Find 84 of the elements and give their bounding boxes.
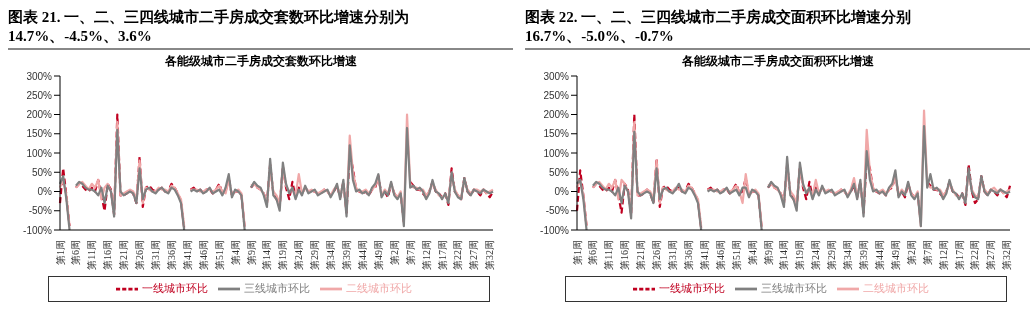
y-tick-label: 150%: [543, 128, 570, 140]
x-tick-label: 第34周: [842, 240, 854, 270]
chart-title: 图表 22. 一、二、三四线城市二手房成交面积环比增速分别 16.7%、-5.0%、-0.7%: [525, 8, 1030, 50]
x-tick-label: 第11周: [603, 240, 615, 270]
x-tick-label: 第26周: [651, 240, 663, 270]
x-tick-label: 第31周: [667, 240, 679, 270]
x-tick-label: 第2周: [905, 240, 917, 265]
x-tick-label: 第4周: [746, 240, 758, 265]
x-tick-label: 第32周: [1001, 240, 1013, 270]
y-tick-label: 0%: [554, 186, 570, 198]
x-tick-label: 第31周: [150, 240, 162, 270]
x-tick-label: 第27周: [468, 240, 480, 270]
legend-label: 三线城市环比: [244, 281, 310, 294]
x-tick-label: 第36周: [165, 240, 177, 270]
x-tick-label: 第7周: [404, 240, 416, 265]
x-tick-label: 第44周: [873, 240, 885, 270]
y-tick-label: -100%: [540, 224, 570, 236]
x-tick-label: 第51周: [730, 240, 742, 270]
legend-label: 二线城市环比: [346, 281, 412, 294]
y-tick-label: 50%: [31, 166, 53, 178]
x-tick-label: 第39周: [858, 240, 870, 270]
x-tick-label: 第9周: [762, 240, 774, 265]
y-tick-label: -50%: [28, 205, 53, 217]
x-tick-label: 第41周: [181, 240, 193, 270]
x-tick-label: 第44周: [356, 240, 368, 270]
x-tick-label: 第26周: [134, 240, 146, 270]
x-tick-label: 第19周: [794, 240, 806, 270]
y-tick-label: 200%: [26, 109, 53, 121]
x-tick-label: 第6周: [587, 240, 599, 265]
y-tick-label: 100%: [26, 147, 53, 159]
legend-label: 一线城市环比: [142, 281, 208, 294]
x-tick-label: 第2周: [388, 240, 400, 265]
x-tick-label: 第14周: [778, 240, 790, 270]
x-tick-label: 第9周: [245, 240, 257, 265]
y-tick-label: 200%: [543, 109, 570, 121]
y-tick-label: 50%: [548, 166, 570, 178]
x-tick-label: 第49周: [889, 240, 901, 270]
x-tick-label: 第21周: [118, 240, 130, 270]
x-tick-label: 第7周: [921, 240, 933, 265]
x-tick-label: 第11周: [86, 240, 98, 270]
x-tick-label: 第46周: [714, 240, 726, 270]
x-tick-label: 第6周: [70, 240, 82, 265]
y-tick-label: -100%: [23, 224, 53, 236]
x-tick-label: 第36周: [682, 240, 694, 270]
y-tick-label: 250%: [543, 89, 570, 101]
x-tick-label: 第12周: [937, 240, 949, 270]
x-tick-label: 第16周: [619, 240, 631, 270]
x-tick-label: 第22周: [969, 240, 981, 270]
y-tick-label: 100%: [543, 147, 570, 159]
x-tick-label: 第27周: [985, 240, 997, 270]
x-tick-label: 第34周: [325, 240, 337, 270]
x-tick-label: 第29周: [826, 240, 838, 270]
x-tick-label: 第49周: [372, 240, 384, 270]
x-tick-label: 第32周: [484, 240, 496, 270]
x-tick-label: 第21周: [635, 240, 647, 270]
legend-label: 二线城市环比: [863, 281, 929, 294]
x-tick-label: 第29周: [309, 240, 321, 270]
x-tick-label: 第22周: [452, 240, 464, 270]
chart-subtitle: 各能级城市二手房成交面积环比增速: [680, 53, 875, 70]
x-tick-label: 第16周: [102, 240, 114, 270]
x-tick-label: 第14周: [261, 240, 273, 270]
x-tick-label: 第12周: [420, 240, 432, 270]
x-tick-label: 第39周: [341, 240, 353, 270]
x-tick-label: 第41周: [698, 240, 710, 270]
x-tick-label: 第24周: [810, 240, 822, 270]
x-tick-label: 第51周: [213, 240, 225, 270]
x-tick-label: 第19周: [277, 240, 289, 270]
y-tick-label: 300%: [26, 70, 53, 82]
x-tick-label: 第1周: [54, 240, 66, 265]
x-tick-label: 第17周: [953, 240, 965, 270]
x-tick-label: 第46周: [197, 240, 209, 270]
x-tick-label: 第24周: [293, 240, 305, 270]
y-tick-label: 300%: [543, 70, 570, 82]
x-tick-label: 第4周: [229, 240, 241, 265]
y-tick-label: 150%: [26, 128, 53, 140]
y-tick-label: 0%: [37, 186, 53, 198]
x-tick-label: 第17周: [436, 240, 448, 270]
legend-label: 三线城市环比: [761, 281, 827, 294]
chart-subtitle: 各能级城市二手房成交套数环比增速: [163, 53, 358, 70]
x-tick-label: 第1周: [571, 240, 583, 265]
y-tick-label: -50%: [545, 205, 570, 217]
chart-title: 图表 21. 一、二、三四线城市二手房成交套数环比增速分别为 14.7%、-4.5%、3.6%: [8, 8, 513, 50]
y-tick-label: 250%: [26, 89, 53, 101]
legend-label: 一线城市环比: [659, 281, 725, 294]
